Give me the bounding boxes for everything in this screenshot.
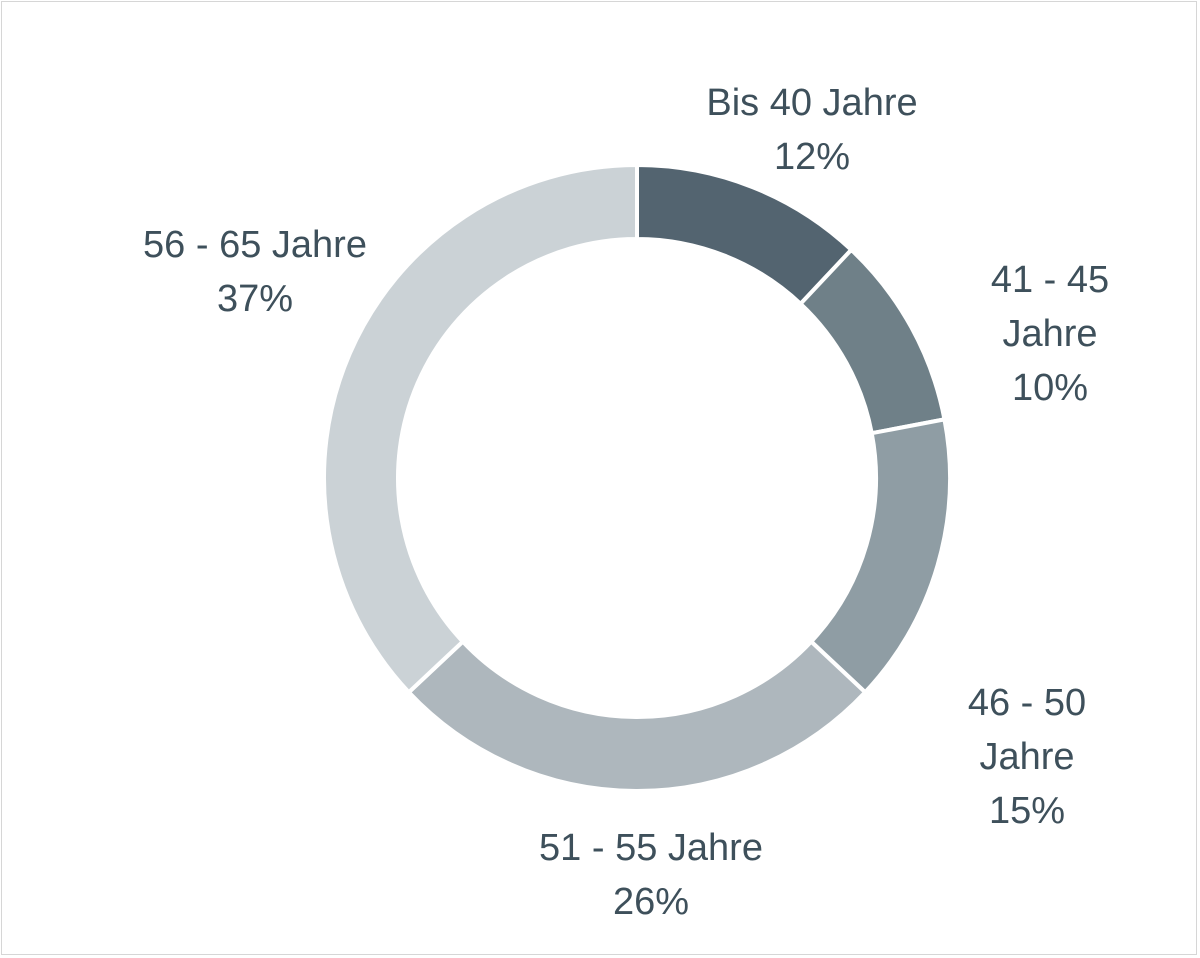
slice-label-name: 46 - 50 Jahre [967,682,1087,778]
slice-label-value: 37% [216,278,294,320]
slice-label-1: 41 - 45 Jahre 10% [975,253,1125,415]
donut-slice-2 [808,417,952,696]
slice-label-value: 12% [773,136,851,178]
donut-slice-4 [322,162,639,696]
slice-label-value: 10% [1011,367,1089,409]
slice-label-0: Bis 40 Jahre 12% [706,76,917,184]
slice-label-name: Bis 40 Jahre [706,82,918,124]
slice-label-name: 41 - 45 Jahre [990,259,1110,355]
slice-label-2: 46 - 50 Jahre 15% [941,676,1114,838]
slice-label-4: 56 - 65 Jahre 37% [143,218,367,326]
slice-label-value: 15% [988,790,1066,832]
slice-label-name: 56 - 65 Jahre [143,224,367,266]
slice-label-value: 26% [612,881,690,923]
donut-slice-3 [406,638,868,793]
slice-label-name: 51 - 55 Jahre [539,827,763,869]
slice-label-3: 51 - 55 Jahre 26% [539,821,763,929]
